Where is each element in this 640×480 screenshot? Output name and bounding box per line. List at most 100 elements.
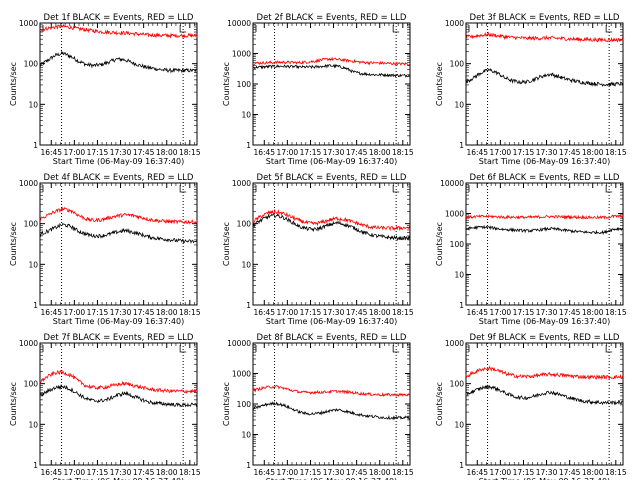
x-tick-label: 18:15 — [392, 308, 414, 317]
series-events-line — [252, 212, 411, 242]
x-tick-label: 17:30 — [110, 468, 132, 477]
y-tick-label: 10 — [28, 100, 38, 109]
series-events-line — [465, 67, 624, 88]
panel-title: Det 3f BLACK = Events, RED = LLD — [470, 13, 620, 23]
x-tick-label: 17:30 — [323, 468, 345, 477]
y-tick-label: 1000 — [19, 19, 38, 28]
x-tick-label: 18:15 — [179, 148, 201, 157]
x-tick-label: 17:45 — [133, 468, 155, 477]
panel-title: Det 7f BLACK = Events, RED = LLD — [44, 333, 194, 343]
marker-flag — [605, 185, 613, 193]
y-tick-label: 100 — [24, 220, 39, 229]
y-tick-label: 1000 — [445, 210, 464, 219]
panel-7: Det 7f BLACK = Events, RED = LLD 1 10 100 10… — [9, 333, 201, 480]
y-tick-label: 10 — [454, 420, 464, 429]
x-tick-label: 17:15 — [513, 308, 535, 317]
plot-frame — [252, 182, 411, 306]
y-tick-label: 1 — [33, 461, 38, 470]
panel-title: Det 1f BLACK = Events, RED = LLD — [44, 13, 194, 23]
panel-title: Det 4f BLACK = Events, RED = LLD — [44, 173, 194, 183]
series-lld-line — [39, 206, 198, 225]
y-tick-label: 1 — [246, 461, 251, 470]
x-tick-label: 18:00 — [582, 308, 604, 317]
marker-flag — [392, 185, 400, 193]
y-tick-label: 10000 — [227, 339, 251, 348]
x-tick-label: 17:45 — [346, 468, 368, 477]
y-axis-label: Counts/sec — [9, 382, 18, 426]
x-axis-label: Start Time (06-May-09 16:37:40) — [53, 477, 184, 480]
y-tick-label: 100 — [237, 80, 252, 89]
y-axis-label: Counts/sec — [9, 222, 18, 266]
x-tick-label: 17:00 — [277, 468, 299, 477]
x-tick-label: 18:15 — [605, 468, 627, 477]
series-lld-line — [465, 365, 624, 381]
y-tick-label: 10000 — [227, 19, 251, 28]
y-tick-label: 10 — [454, 100, 464, 109]
x-tick-label: 16:45 — [40, 468, 62, 477]
x-tick-label: 17:00 — [490, 468, 512, 477]
x-tick-label: 18:00 — [369, 308, 391, 317]
y-tick-label: 1000 — [232, 50, 251, 59]
x-tick-label: 17:30 — [110, 148, 132, 157]
x-tick-label: 16:45 — [253, 468, 275, 477]
x-tick-label: 17:15 — [513, 468, 535, 477]
x-axis-label: Start Time (06-May-09 16:37:40) — [479, 157, 610, 166]
x-tick-label: 17:00 — [277, 148, 299, 157]
marker-flag — [392, 25, 400, 33]
x-tick-label: 18:00 — [156, 468, 178, 477]
y-tick-label: 1 — [246, 141, 251, 150]
y-tick-label: 1000 — [19, 339, 38, 348]
x-tick-label: 16:45 — [466, 308, 488, 317]
panel-title: Det 6f BLACK = Events, RED = LLD — [470, 173, 620, 183]
x-tick-label: 17:30 — [323, 308, 345, 317]
plot-frame — [39, 182, 198, 306]
x-tick-label: 18:00 — [369, 468, 391, 477]
series-events-line — [39, 383, 198, 408]
series-lld-line — [252, 56, 411, 66]
x-tick-label: 17:30 — [536, 308, 558, 317]
y-tick-label: 1000 — [232, 370, 251, 379]
series-events-line — [465, 224, 624, 236]
x-tick-label: 18:15 — [179, 308, 201, 317]
y-tick-label: 10000 — [440, 179, 464, 188]
x-tick-label: 18:00 — [156, 148, 178, 157]
x-tick-label: 17:45 — [559, 468, 581, 477]
x-tick-label: 18:15 — [392, 148, 414, 157]
panel-title: Det 5f BLACK = Events, RED = LLD — [257, 173, 407, 183]
x-axis-label: Start Time (06-May-09 16:37:40) — [266, 317, 397, 326]
x-tick-label: 17:45 — [559, 148, 581, 157]
series-lld-line — [465, 31, 624, 43]
y-tick-label: 10 — [28, 260, 38, 269]
series-events-line — [466, 384, 624, 406]
x-tick-label: 17:00 — [490, 148, 512, 157]
x-tick-label: 18:15 — [392, 468, 414, 477]
y-tick-label: 1000 — [445, 19, 464, 28]
x-tick-label: 17:45 — [346, 308, 368, 317]
x-tick-label: 18:15 — [605, 308, 627, 317]
panel-3: Det 3f BLACK = Events, RED = LLD 1 10 100 10… — [435, 13, 627, 166]
x-tick-label: 17:30 — [110, 308, 132, 317]
x-axis-label: Start Time (06-May-09 16:37:40) — [266, 477, 397, 480]
y-tick-label: 1 — [459, 301, 464, 310]
panel-2: Det 2f BLACK = Events, RED = LLD 1 10 100 10… — [222, 13, 414, 166]
series-lld-line — [252, 385, 411, 397]
y-axis-label: Counts/sec — [222, 62, 231, 106]
plot-frame — [465, 182, 624, 306]
panel-6: Det 6f BLACK = Events, RED = LLD 1 10 100 10… — [435, 173, 627, 326]
x-tick-label: 17:00 — [277, 308, 299, 317]
x-axis-label: Start Time (06-May-09 16:37:40) — [266, 157, 397, 166]
x-tick-label: 17:15 — [300, 308, 322, 317]
marker-flag — [179, 345, 187, 353]
panel-4: Det 4f BLACK = Events, RED = LLD 1 10 100 10… — [9, 173, 201, 326]
panel-9: Det 9f BLACK = Events, RED = LLD 1 10 100 10… — [435, 333, 627, 480]
y-axis-label: Counts/sec — [435, 62, 444, 106]
x-tick-label: 17:45 — [346, 148, 368, 157]
x-tick-label: 16:45 — [253, 308, 275, 317]
y-tick-label: 1000 — [19, 179, 38, 188]
panel-title: Det 9f BLACK = Events, RED = LLD — [470, 333, 620, 343]
x-axis-label: Start Time (06-May-09 16:37:40) — [53, 157, 184, 166]
series-lld-line — [252, 208, 411, 232]
x-tick-label: 17:45 — [133, 148, 155, 157]
x-tick-label: 17:00 — [64, 148, 86, 157]
x-tick-label: 17:15 — [300, 468, 322, 477]
